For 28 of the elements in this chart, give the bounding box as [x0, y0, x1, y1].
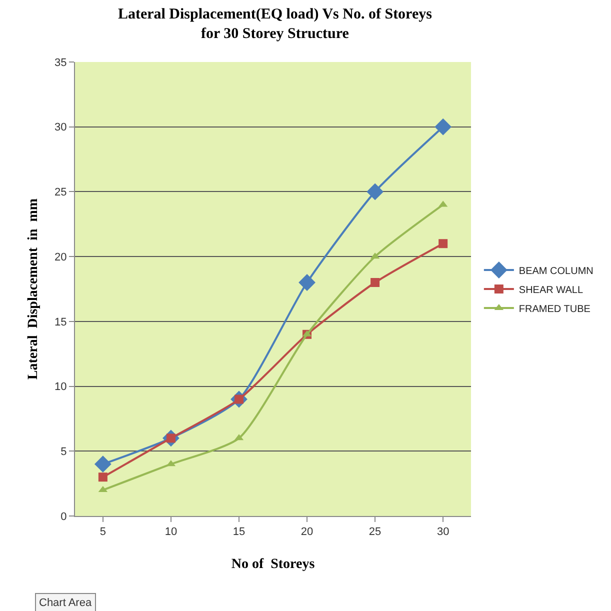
point [438, 239, 448, 248]
x-tick-label: 20 [300, 526, 314, 538]
y-axis-title: Lateral Displacement in mm [26, 198, 41, 380]
point [298, 274, 316, 291]
y-tick-label: 20 [54, 251, 67, 264]
point [434, 118, 452, 136]
point [370, 278, 380, 288]
y-tick-label: 15 [54, 316, 67, 328]
y-tick-label: 25 [54, 186, 67, 199]
text: Chart Area [39, 597, 92, 609]
x-tick-label: 25 [368, 526, 382, 538]
chart-title: Lateral Displacement(EQ load) Vs No. of Storeys for 30 Storey Structure [118, 6, 432, 42]
x-tick-label: 30 [436, 526, 450, 538]
point [366, 183, 384, 200]
y-tick-label: 0 [60, 510, 67, 523]
point [98, 472, 108, 482]
x-tick-label: 5 [100, 526, 106, 538]
x-axis-title: No of Storeys [231, 557, 316, 572]
y-tick-label: 35 [54, 56, 67, 69]
y-tick-label: 5 [60, 446, 67, 458]
x-tick-label: 15 [232, 526, 246, 538]
point [94, 456, 112, 473]
legend-label: SHEAR WALL [518, 284, 584, 296]
x-tick-label: 10 [164, 526, 178, 538]
legend-label: FRAMED TUBE [518, 304, 591, 315]
y-tick-label: 30 [54, 122, 67, 134]
y-tick-label: 10 [54, 381, 67, 394]
legend-label: BEAM COLUMN [518, 266, 594, 277]
